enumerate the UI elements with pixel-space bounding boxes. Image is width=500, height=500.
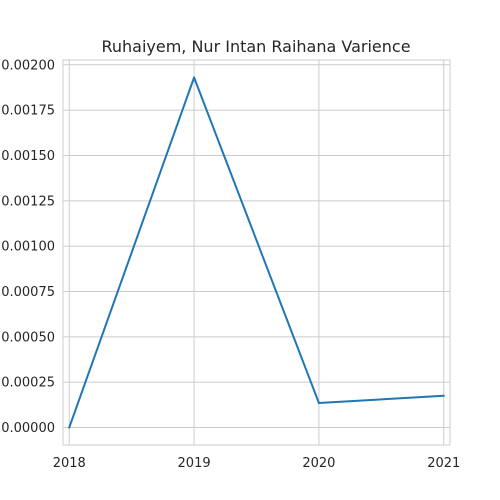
y-tick-label: 0.00000 — [1, 421, 55, 436]
y-tick-label: 0.00075 — [1, 285, 55, 300]
y-tick-label: 0.00125 — [1, 194, 55, 209]
x-tick-label: 2019 — [178, 456, 211, 471]
chart-title: Ruhaiyem, Nur Intan Raihana Varience — [101, 37, 410, 56]
y-tick-label: 0.00050 — [1, 330, 55, 345]
data-point — [68, 426, 71, 429]
y-tick-label: 0.00200 — [1, 58, 55, 73]
y-tick-label: 0.00150 — [1, 149, 55, 164]
x-tick-label: 2018 — [53, 456, 86, 471]
x-tick-label: 2020 — [302, 456, 335, 471]
data-point — [442, 394, 445, 397]
x-tick-labels: 2018 2019 2020 2021 — [53, 456, 461, 471]
data-point — [193, 76, 196, 79]
y-tick-label: 0.00025 — [1, 376, 55, 391]
plot-frame — [62, 59, 451, 446]
y-tick-labels: 0.00000 0.00025 0.00050 0.00075 0.00100 0.001… — [1, 58, 55, 436]
data-point — [317, 402, 320, 405]
series-layer — [68, 76, 445, 429]
y-tick-label: 0.00175 — [1, 104, 55, 119]
series-line — [68, 76, 445, 429]
y-tick-label: 0.00100 — [1, 240, 55, 255]
grid-layer — [63, 60, 450, 445]
x-tick-label: 2021 — [427, 456, 460, 471]
